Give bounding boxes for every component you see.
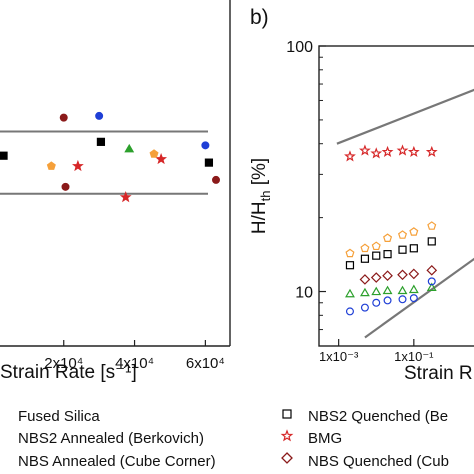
panel-b-data-point: [398, 245, 407, 254]
legend-marker-star-icon: [280, 429, 294, 442]
legend-label-bmg: BMG: [308, 430, 342, 447]
panel-b-data-point: [408, 284, 419, 294]
panel-b-data-point: [407, 145, 420, 158]
panel-b-guide-line-0: [336, 88, 474, 145]
legend-label-nbs2-quenched: NBS2 Quenched (Be: [308, 408, 448, 425]
panel-b-guide-line-1: [364, 257, 474, 339]
panel-a-data-point: [59, 113, 68, 122]
panel-b-data-point: [360, 303, 369, 312]
panel-b-data-point: [345, 261, 355, 270]
panel-b-data-point: [426, 264, 438, 276]
panel-b-data-point: [409, 227, 419, 236]
panel-a-x-tick-label: 4x10⁴: [115, 355, 154, 372]
panel-b-data-point: [383, 296, 392, 305]
panel-b-data-point: [397, 285, 408, 295]
panel-b-data-point: [345, 248, 355, 258]
panel-a-x-axis-label: Strain Rate [s⁻¹]: [0, 362, 137, 383]
panel-b-data-point: [396, 144, 409, 156]
panel-a-data-point: [212, 175, 221, 184]
panel-b-data-point: [345, 307, 354, 316]
legend-label-nbs-annealed-cube-corner: NBS Annealed (Cube Corner): [18, 453, 216, 470]
panel-a-data-point: [0, 151, 8, 160]
panel-b-data-point: [372, 298, 381, 307]
panel-a-data-point: [72, 159, 84, 172]
panel-b-data-point: [370, 147, 383, 159]
panel-b-data-point: [427, 277, 436, 286]
panel-b-y-axis-label: H/Hth [%]: [249, 158, 273, 234]
legend-label-fused-silica: Fused Silica: [18, 408, 100, 425]
panel-b-data-point: [359, 287, 370, 297]
panel-b-data-point: [409, 294, 418, 303]
legend-label-nbs2-annealed-berkovich: NBS2 Annealed (Berkovich): [18, 430, 204, 447]
panel-b-data-point: [426, 282, 437, 291]
panel-b-data-point: [383, 250, 392, 259]
panel-b-data-point: [408, 268, 420, 280]
panel-b-x-axis-label: Strain R: [404, 363, 473, 384]
panel-b-data-point: [398, 230, 408, 239]
panel-b-data-point: [382, 270, 393, 282]
panel-b-x-tick-label: 1x10⁻³: [319, 349, 359, 364]
panel-b-data-point: [383, 233, 393, 242]
panel-b-data-point: [427, 221, 437, 230]
panel-b-data-point: [397, 269, 408, 281]
panel-a-data-point: [201, 141, 210, 150]
panel-b-data-point: [382, 285, 393, 295]
panel-b-data-point: [345, 288, 355, 298]
panel-b-data-point: [398, 295, 407, 304]
panel-b-data-point: [360, 243, 370, 253]
panel-b-data-point: [409, 244, 418, 253]
legend: Fused Silica NBS2 Annealed (Berkovich) N…: [18, 408, 449, 470]
panel-b-data-point: [360, 254, 370, 263]
panel-b-data-point: [425, 145, 438, 158]
panel-a-data-point: [46, 161, 56, 170]
panel-b-data-point: [359, 144, 371, 156]
panel-a-data-point: [124, 143, 135, 153]
panel-b-data-point: [372, 251, 381, 260]
panel-a-data-point: [204, 158, 214, 167]
panel-b-data-point: [344, 150, 356, 162]
panel-a-data-point: [61, 182, 70, 191]
legend-marker-square-icon: [282, 409, 292, 419]
panel-b-label: b): [250, 6, 269, 29]
panel-a-data-point: [95, 111, 104, 120]
panel-b-data-point: [371, 241, 381, 251]
panel-b-data-point: [427, 237, 436, 246]
panel-a-x-tick-label: 2x10⁴: [44, 355, 83, 372]
panel-a-data-point: [155, 152, 168, 165]
panel-b-y-tick-label: 100: [286, 39, 313, 56]
panel-a-data-point: [119, 191, 132, 203]
panel-b-data-point: [359, 274, 371, 285]
panel-a-chart: 2x10⁴ 4x10⁴ 6x10⁴ Strain Rate [s⁻¹]: [0, 0, 231, 383]
panel-b-y-tick-label: 10: [295, 285, 313, 302]
panel-b-data-point: [370, 272, 382, 283]
legend-marker-diamond-icon: [281, 452, 293, 464]
panel-a-data-point: [149, 149, 159, 158]
panel-b-plot-frame: [318, 45, 474, 347]
panel-b-data-point: [381, 145, 394, 158]
panel-a-x-tick-label: 6x10⁴: [186, 355, 225, 372]
panel-b-x-tick-label: 1x10⁻¹: [394, 349, 434, 364]
panel-b-data-point: [371, 286, 382, 296]
legend-label-nbs-quenched-cube: NBS Quenched (Cub: [308, 453, 449, 470]
panel-a-data-point: [96, 137, 106, 146]
